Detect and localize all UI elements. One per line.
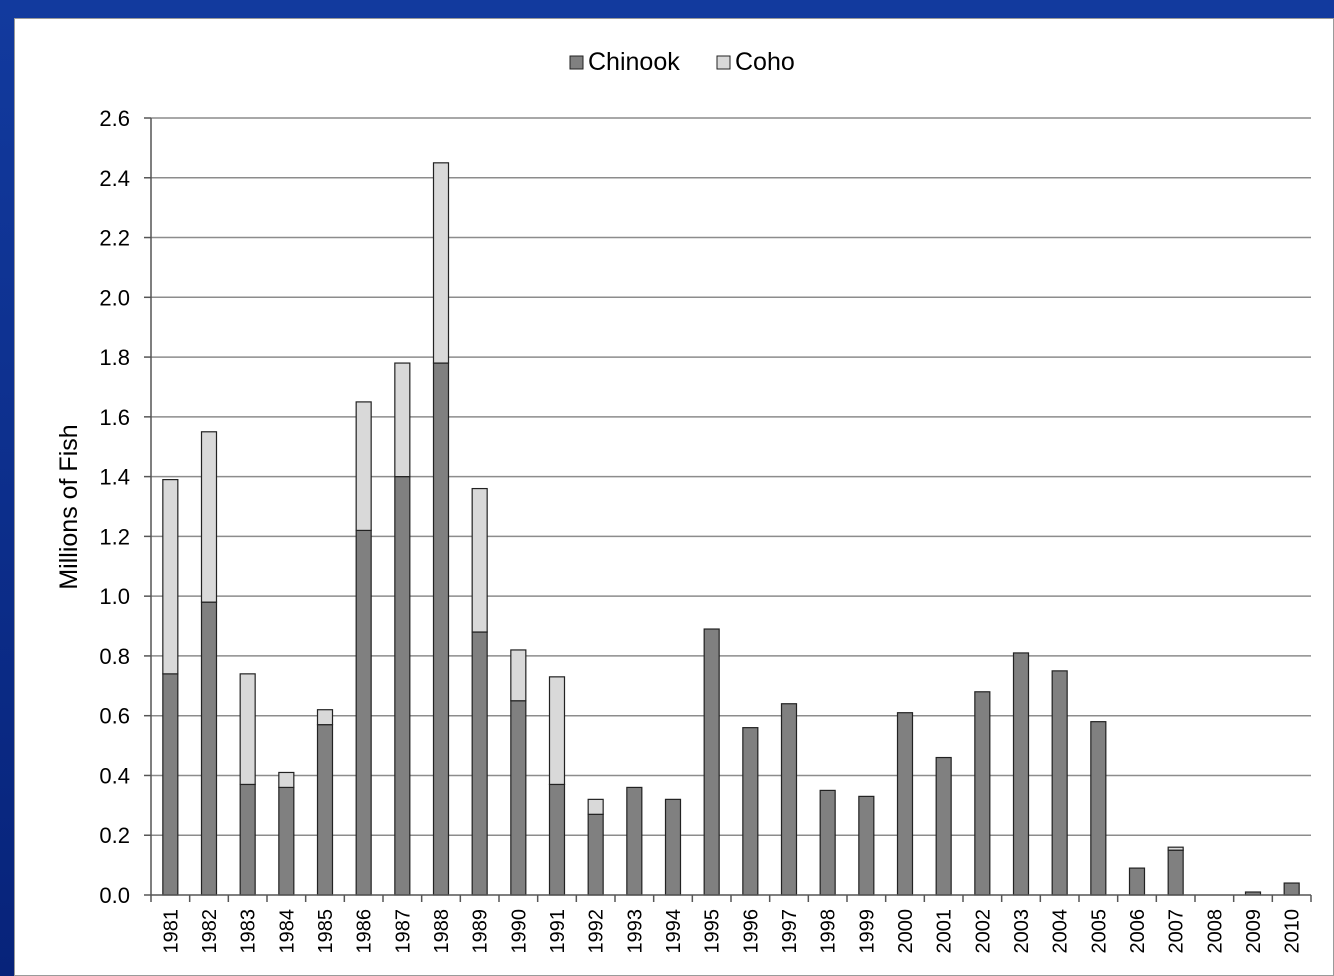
bar-chinook-2005 bbox=[1090, 721, 1107, 896]
bar-chinook-1994 bbox=[664, 798, 682, 896]
bar-chinook-1992 bbox=[587, 813, 604, 896]
x-tick-label: 2004 bbox=[1050, 909, 1072, 954]
bar-chinook-2010 bbox=[1283, 882, 1300, 896]
y-tick-label: 1.0 bbox=[99, 584, 130, 609]
bar-chinook-1997 bbox=[780, 703, 798, 896]
bar-chinook-1984 bbox=[278, 786, 295, 896]
x-tick-label: 1997 bbox=[779, 909, 801, 954]
bar-chinook-1988 bbox=[432, 362, 450, 896]
x-tick-label: 1995 bbox=[702, 909, 724, 954]
bar-chinook-1995 bbox=[703, 628, 720, 896]
bar-coho-1984 bbox=[278, 771, 295, 789]
bar-chinook-2002 bbox=[974, 691, 991, 896]
legend: Chinook Coho bbox=[569, 48, 795, 76]
bar-chinook-2004 bbox=[1051, 670, 1068, 896]
x-tick-label: 1982 bbox=[199, 909, 221, 954]
x-tick-label: 2002 bbox=[972, 909, 994, 954]
bar-coho-1987 bbox=[394, 362, 411, 478]
x-tick-label: 2008 bbox=[1204, 909, 1226, 954]
y-tick-label: 0.2 bbox=[99, 823, 130, 848]
bar-chinook-2007 bbox=[1167, 849, 1184, 896]
bar-chinook-1986 bbox=[355, 529, 372, 896]
bar-coho-1988 bbox=[432, 162, 450, 364]
bar-coho-1990 bbox=[510, 649, 527, 702]
legend-swatch-chinook bbox=[569, 55, 584, 70]
bar-chinook-1991 bbox=[548, 783, 566, 896]
bar-coho-2007 bbox=[1167, 846, 1184, 851]
x-tick-label: 2007 bbox=[1166, 909, 1188, 954]
y-tick-label: 2.0 bbox=[99, 285, 130, 310]
x-tick-label: 1989 bbox=[470, 909, 492, 954]
y-tick-label: 1.8 bbox=[99, 345, 130, 370]
x-tick-label: 1999 bbox=[856, 909, 878, 954]
bar-chinook-2006 bbox=[1128, 867, 1146, 896]
bar-coho-1982 bbox=[200, 431, 218, 603]
x-tick-label: 1991 bbox=[547, 909, 569, 954]
x-tick-label: 1992 bbox=[586, 909, 608, 954]
bar-chinook-1982 bbox=[200, 601, 218, 896]
bar-chinook-1989 bbox=[471, 631, 488, 896]
axes bbox=[144, 117, 1312, 902]
x-tick-label: 2003 bbox=[1011, 909, 1033, 954]
x-tick-label: 1994 bbox=[663, 909, 685, 954]
bar-chinook-1996 bbox=[742, 727, 759, 896]
bar-chinook-2003 bbox=[1012, 652, 1030, 896]
chart-panel: 0.0 0.2 0.4 0.6 0.8 1.0 1.2 1.4 1.6 1.8 2.0 2.2 2.4 2… bbox=[14, 18, 1334, 976]
bar-chinook-1983 bbox=[239, 783, 256, 896]
bar-chinook-1993 bbox=[626, 786, 643, 896]
bar-chinook-2000 bbox=[896, 712, 914, 896]
y-tick-label: 0.0 bbox=[99, 883, 130, 908]
bar-chinook-1998 bbox=[819, 789, 836, 896]
x-tick-labels: 1981 1982 1983 1984 1985 1986 1987 1988 1989 1990… bbox=[160, 909, 1303, 954]
bar-coho-1986 bbox=[355, 401, 372, 532]
y-tick-label: 0.6 bbox=[99, 704, 130, 729]
x-tick-label: 2006 bbox=[1127, 909, 1149, 954]
x-tick-label: 1985 bbox=[315, 909, 337, 954]
y-tick-label: 0.4 bbox=[99, 763, 130, 788]
y-tick-label: 2.6 bbox=[99, 106, 130, 131]
x-tick-label: 1981 bbox=[160, 909, 182, 954]
x-tick-label: 2000 bbox=[895, 909, 917, 954]
bar-coho-1985 bbox=[316, 709, 334, 726]
bar-coho-1981 bbox=[162, 479, 179, 675]
stacked-bar-chart: 0.0 0.2 0.4 0.6 0.8 1.0 1.2 1.4 1.6 1.8 2.0 2.2 2.4 2… bbox=[55, 48, 1312, 954]
legend-swatch-coho bbox=[716, 55, 731, 70]
bar-chinook-1987 bbox=[394, 476, 411, 896]
x-tick-label: 1993 bbox=[624, 909, 646, 954]
legend-label-coho: Coho bbox=[735, 48, 795, 76]
bar-chinook-2001 bbox=[935, 756, 952, 896]
bar-chinook-1981 bbox=[162, 673, 179, 896]
x-tick-label: 1987 bbox=[392, 909, 414, 954]
bar-coho-1983 bbox=[239, 673, 256, 786]
y-tick-label: 1.6 bbox=[99, 405, 130, 430]
bar-coho-1989 bbox=[471, 487, 488, 633]
x-tick-label: 1998 bbox=[818, 909, 840, 954]
x-tick-label: 1988 bbox=[431, 909, 453, 954]
x-tick-label: 1986 bbox=[354, 909, 376, 954]
legend-label-chinook: Chinook bbox=[588, 48, 680, 76]
bar-chinook-1985 bbox=[316, 724, 334, 896]
bars bbox=[162, 162, 1300, 896]
y-tick-label: 2.4 bbox=[99, 166, 130, 191]
y-tick-label: 1.2 bbox=[99, 524, 130, 549]
bar-chinook-1999 bbox=[858, 795, 875, 896]
y-tick-label: 0.8 bbox=[99, 644, 130, 669]
x-tick-label: 1996 bbox=[740, 909, 762, 954]
bar-coho-1992 bbox=[587, 798, 604, 815]
x-tick-label: 1984 bbox=[276, 909, 298, 954]
x-tick-label: 2005 bbox=[1088, 909, 1110, 954]
y-tick-labels: 0.0 0.2 0.4 0.6 0.8 1.0 1.2 1.4 1.6 1.8 2.0 2.2 2.4 2… bbox=[99, 106, 130, 908]
gridlines bbox=[151, 117, 1311, 836]
x-tick-label: 1983 bbox=[238, 909, 260, 954]
x-tick-label: 2009 bbox=[1243, 909, 1265, 954]
x-tick-label: 2001 bbox=[934, 909, 956, 954]
y-tick-label: 2.2 bbox=[99, 226, 130, 251]
y-axis-label: Millions of Fish bbox=[55, 424, 83, 589]
x-tick-label: 2010 bbox=[1282, 909, 1304, 954]
bar-coho-1991 bbox=[548, 676, 566, 786]
bar-chinook-1990 bbox=[510, 700, 527, 896]
y-tick-label: 1.4 bbox=[99, 465, 130, 490]
x-tick-label: 1990 bbox=[508, 909, 530, 954]
